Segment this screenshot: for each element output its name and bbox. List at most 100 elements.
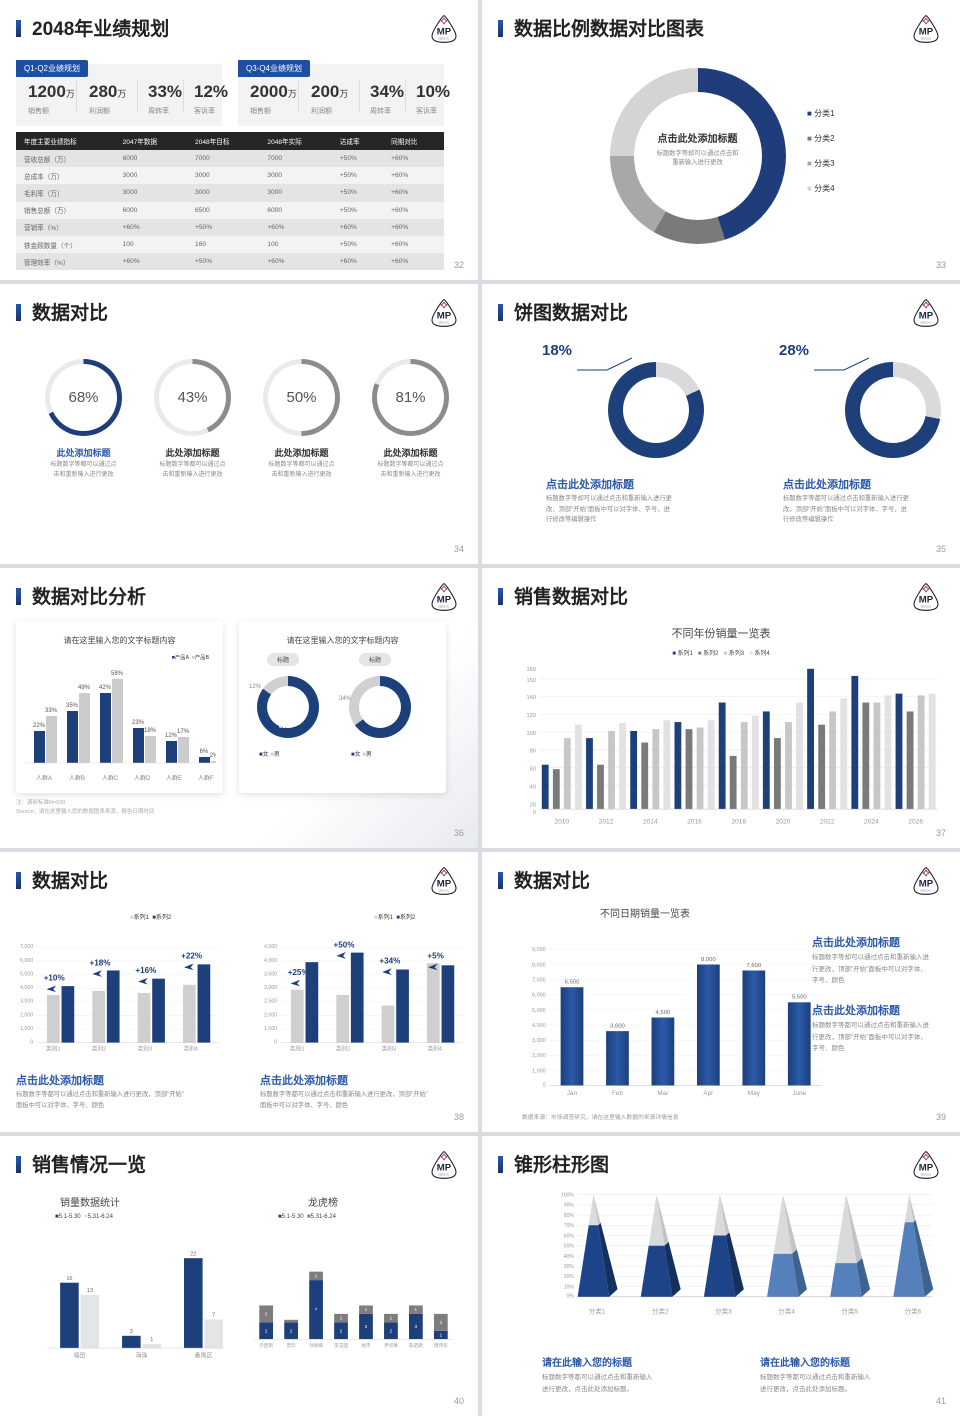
svg-text:李玉国: 李玉国 — [334, 1342, 348, 1349]
svg-text:80: 80 — [530, 748, 536, 754]
svg-text:1: 1 — [340, 1316, 343, 1321]
svg-text:120: 120 — [526, 713, 535, 719]
svg-text:0: 0 — [533, 810, 536, 816]
svg-text:2,000: 2,000 — [20, 1012, 33, 1018]
svg-text:6,000: 6,000 — [532, 993, 546, 999]
svg-text:0: 0 — [30, 1040, 33, 1046]
svg-text:2%: 2% — [210, 753, 216, 759]
svg-text:福田: 福田 — [74, 1351, 86, 1359]
svg-text:40%: 40% — [564, 1254, 575, 1260]
svg-text:2024: 2024 — [864, 818, 879, 825]
svg-text:12%: 12% — [165, 733, 178, 739]
svg-text:4,000: 4,000 — [264, 958, 277, 964]
svg-text:2: 2 — [265, 1311, 268, 1316]
svg-text:MEDICAL: MEDICAL — [439, 890, 450, 893]
svg-text:80%: 80% — [564, 1213, 575, 1219]
svg-text:2: 2 — [440, 1320, 443, 1325]
svg-text:类别2: 类别2 — [92, 1044, 107, 1052]
svg-text:2014: 2014 — [643, 818, 658, 825]
svg-text:MEDICAL: MEDICAL — [439, 606, 450, 609]
svg-text:孙新梅: 孙新梅 — [309, 1342, 323, 1349]
svg-text:MEDICAL: MEDICAL — [439, 1174, 450, 1177]
svg-text:+18%: +18% — [90, 958, 111, 967]
svg-text:+5%: +5% — [427, 952, 443, 961]
svg-text:分类1: 分类1 — [589, 1307, 606, 1316]
svg-text:类别3: 类别3 — [382, 1044, 397, 1052]
svg-text:类别2: 类别2 — [336, 1044, 351, 1052]
svg-text:70%: 70% — [564, 1223, 575, 1229]
svg-text:6,000: 6,000 — [20, 958, 33, 964]
svg-text:Feb: Feb — [612, 1090, 623, 1097]
svg-text:3,600: 3,600 — [610, 1024, 625, 1030]
svg-text:30%: 30% — [564, 1264, 575, 1270]
svg-text:1,000: 1,000 — [20, 1026, 33, 1032]
svg-text:2026: 2026 — [908, 818, 923, 825]
svg-text:5,000: 5,000 — [20, 972, 33, 978]
svg-text:2,500: 2,500 — [264, 999, 277, 1005]
svg-text:13: 13 — [87, 1288, 93, 1294]
svg-text:1,000: 1,000 — [532, 1068, 546, 1074]
svg-text:分类2: 分类2 — [652, 1307, 669, 1316]
svg-text:MP: MP — [437, 594, 452, 605]
svg-text:类别4: 类别4 — [427, 1044, 442, 1052]
svg-text:140: 140 — [526, 695, 535, 701]
svg-text:4,000: 4,000 — [20, 985, 33, 991]
svg-text:MP: MP — [437, 878, 452, 889]
svg-text:60: 60 — [530, 766, 536, 772]
svg-text:3: 3 — [365, 1324, 368, 1329]
svg-text:分类4: 分类4 — [778, 1307, 795, 1316]
svg-text:7: 7 — [315, 1307, 318, 1312]
svg-text:160: 160 — [526, 667, 535, 673]
svg-text:7: 7 — [212, 1313, 215, 1319]
svg-text:7,000: 7,000 — [20, 944, 33, 950]
svg-text:类别3: 类别3 — [138, 1044, 153, 1052]
svg-text:20%: 20% — [564, 1274, 575, 1280]
svg-text:Apr: Apr — [703, 1090, 714, 1097]
svg-text:4,500: 4,500 — [656, 1010, 671, 1016]
svg-text:2020: 2020 — [776, 818, 791, 825]
svg-text:类别1: 类别1 — [290, 1044, 305, 1052]
svg-text:2: 2 — [265, 1328, 268, 1333]
svg-text:5,000: 5,000 — [532, 1008, 546, 1014]
svg-text:22%: 22% — [33, 723, 46, 729]
svg-text:MP: MP — [919, 26, 934, 37]
svg-text:1,500: 1,500 — [264, 1026, 277, 1032]
svg-text:7,000: 7,000 — [532, 977, 546, 983]
svg-text:海珠: 海珠 — [136, 1351, 148, 1359]
svg-text:1: 1 — [150, 1337, 153, 1343]
svg-text:3,000: 3,000 — [264, 985, 277, 991]
svg-text:3,000: 3,000 — [20, 999, 33, 1005]
svg-text:Jan: Jan — [567, 1090, 578, 1097]
svg-text:4,500: 4,500 — [264, 944, 277, 950]
svg-text:0: 0 — [543, 1083, 546, 1089]
svg-text:8,000: 8,000 — [532, 962, 546, 968]
svg-text:10%: 10% — [564, 1284, 575, 1290]
svg-text:35%: 35% — [66, 703, 79, 709]
svg-text:5,500: 5,500 — [792, 995, 807, 1001]
svg-text:2: 2 — [290, 1328, 293, 1333]
svg-text:June: June — [792, 1090, 806, 1097]
svg-text:1: 1 — [440, 1333, 443, 1338]
svg-text:陈诺朗: 陈诺朗 — [409, 1342, 423, 1349]
svg-text:2: 2 — [390, 1328, 393, 1333]
svg-text:2010: 2010 — [554, 818, 569, 825]
svg-text:100%: 100% — [561, 1193, 574, 1199]
svg-text:3,500: 3,500 — [264, 972, 277, 978]
svg-text:2,000: 2,000 — [532, 1053, 546, 1059]
svg-text:17%: 17% — [177, 729, 190, 735]
svg-text:1: 1 — [415, 1307, 418, 1312]
svg-text:易杰: 易杰 — [361, 1342, 371, 1349]
svg-text:58%: 58% — [111, 671, 124, 677]
svg-text:0%: 0% — [567, 1294, 575, 1300]
svg-text:曾珍: 曾珍 — [287, 1342, 297, 1349]
svg-text:50%: 50% — [564, 1244, 575, 1250]
svg-text:番禺区: 番禺区 — [194, 1352, 212, 1359]
svg-text:2018: 2018 — [731, 818, 746, 825]
svg-text:+34%: +34% — [379, 957, 400, 966]
svg-text:33%: 33% — [45, 708, 58, 714]
svg-text:MEDICAL: MEDICAL — [921, 1174, 932, 1177]
svg-text:MP: MP — [919, 594, 934, 605]
svg-text:分类6: 分类6 — [905, 1307, 922, 1316]
svg-text:+25%: +25% — [288, 968, 309, 977]
svg-text:分类3: 分类3 — [715, 1307, 732, 1316]
